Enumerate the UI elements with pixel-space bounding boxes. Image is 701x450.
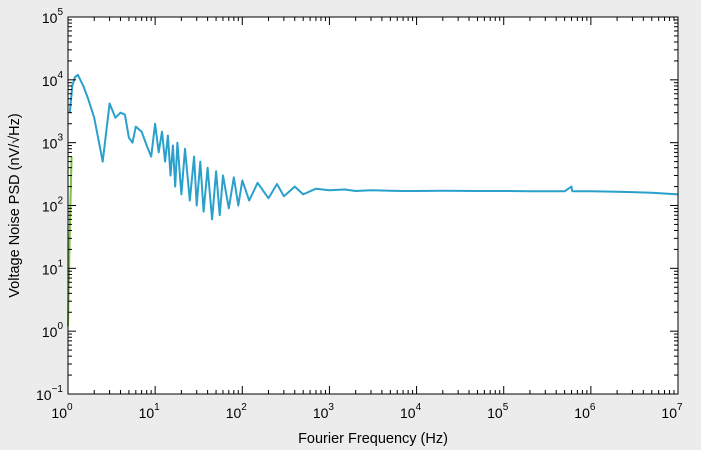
plot-area (68, 17, 678, 394)
x-tick-label: 107 (661, 402, 683, 421)
y-tick-label: 100 (42, 321, 64, 340)
y-tick-labels: 10−1 100 101 102 103 104 105 (36, 7, 63, 403)
plot-frame (67, 16, 679, 395)
x-tick-label: 104 (400, 402, 422, 421)
x-tick-label: 103 (313, 402, 335, 421)
x-axis-title: Fourier Frequency (Hz) (298, 431, 448, 447)
y-tick-label: 105 (42, 7, 64, 26)
ticks-layer (67, 16, 679, 395)
x-tick-label: 106 (574, 402, 596, 421)
x-tick-label: 101 (139, 402, 161, 421)
x-tick-label: 100 (51, 402, 73, 421)
x-tick-labels: 100 101 102 103 104 105 106 107 (51, 402, 683, 421)
y-tick-label: 101 (42, 258, 64, 277)
x-tick-label: 105 (487, 402, 509, 421)
y-tick-label: 102 (42, 196, 64, 215)
y-tick-label: 103 (42, 133, 64, 152)
series-line-1 (68, 73, 679, 221)
y-tick-label: 10−1 (36, 384, 63, 403)
y-tick-label: 104 (42, 70, 64, 89)
x-tick-label: 102 (226, 402, 248, 421)
y-axis-title: Voltage Noise PSD (nV/√Hz) (7, 113, 23, 297)
